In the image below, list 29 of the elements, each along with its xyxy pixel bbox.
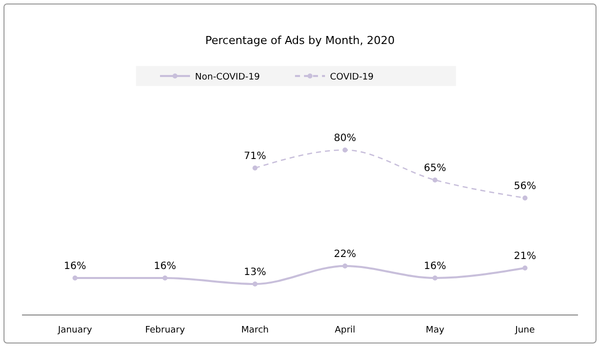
point (432, 178, 438, 182)
legend-label: COVID-19 (330, 72, 374, 82)
data-label: 16% (424, 261, 446, 272)
data-label: 21% (514, 251, 536, 262)
data-label: 80% (334, 133, 356, 144)
point (162, 276, 168, 280)
point (342, 264, 348, 268)
data-label: 56% (514, 181, 536, 192)
point (252, 166, 258, 170)
x-tick-label: March (241, 325, 269, 336)
x-tick-label: May (426, 325, 445, 336)
chart-subtitle: Percentage of Ads by Month, 2020 (205, 34, 395, 47)
x-tick-label: June (514, 325, 536, 336)
x-tick-label: February (145, 325, 186, 336)
point (72, 276, 78, 280)
data-label: 13% (244, 267, 266, 278)
data-label: 16% (64, 261, 86, 272)
data-label: 65% (424, 163, 446, 174)
data-label: 71% (244, 151, 266, 162)
point (432, 276, 438, 280)
x-tick-label: January (56, 325, 93, 336)
legend-label: Non-COVID-19 (195, 72, 260, 82)
x-tick-label: April (334, 325, 356, 336)
point (342, 148, 348, 152)
point (522, 266, 528, 270)
point (522, 196, 528, 200)
point (252, 282, 258, 286)
data-label: 16% (154, 261, 176, 272)
data-label: 22% (334, 249, 356, 260)
